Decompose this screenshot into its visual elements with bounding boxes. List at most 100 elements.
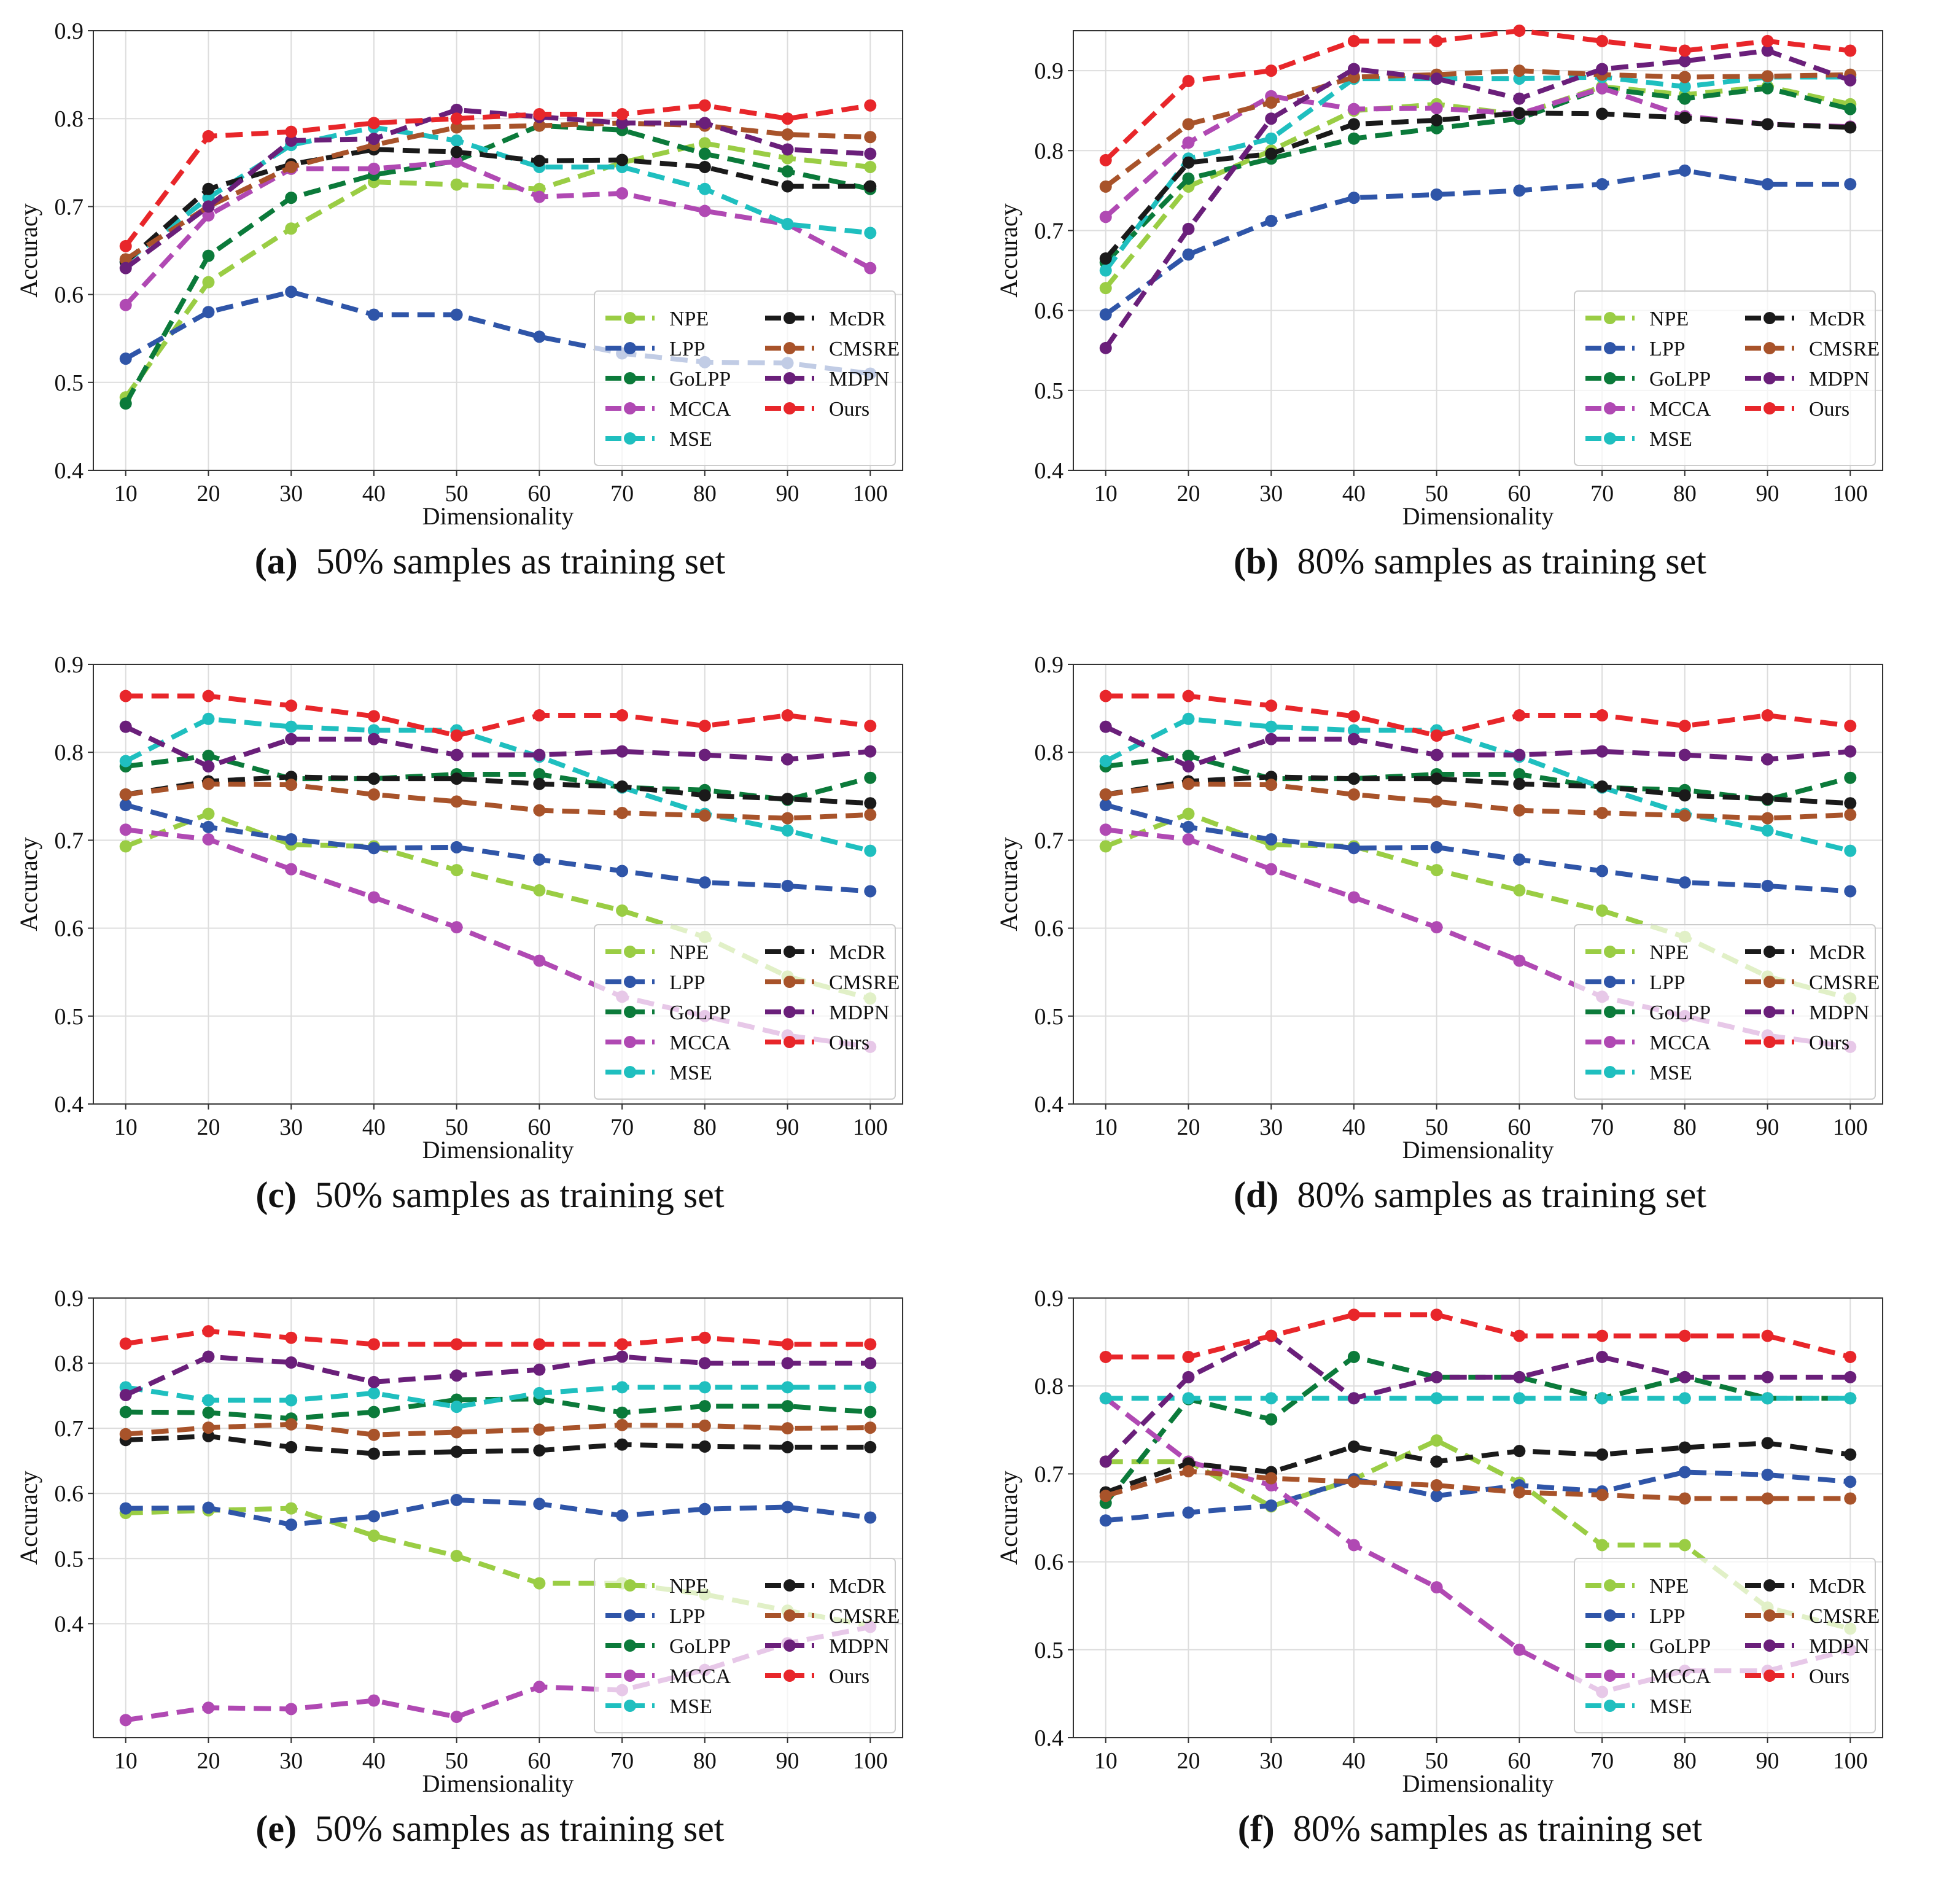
data-point <box>285 160 298 173</box>
x-tick-label: 50 <box>445 1114 469 1140</box>
legend-marker <box>1604 1639 1616 1652</box>
data-point <box>781 879 794 892</box>
data-point <box>367 1530 380 1542</box>
data-point <box>616 1406 629 1419</box>
data-point <box>1099 823 1112 836</box>
data-point <box>1099 252 1112 265</box>
legend-marker <box>1604 312 1616 324</box>
legend-label: MCCA <box>669 1665 731 1688</box>
data-point <box>616 745 629 758</box>
legend-label: Ours <box>1809 398 1849 421</box>
data-point <box>285 733 298 745</box>
chart-f: 10 20 30 40 50 60 70 80 90 100 0.4 0.5 0.6 0.7 0.8 0.9 D… <box>995 1286 1883 1797</box>
data-point <box>202 820 215 833</box>
data-point <box>285 286 298 298</box>
legend-label: CMSRE <box>829 1605 900 1628</box>
series-line <box>1103 48 1851 350</box>
panel-f: 10 20 30 40 50 60 70 80 90 100 0.4 0.5 0.6 0.7 0.8 0.9 D… <box>980 1267 1960 1901</box>
data-point <box>1265 733 1278 745</box>
data-point <box>1513 25 1526 37</box>
x-tick-label: 10 <box>1094 481 1118 507</box>
data-point <box>1844 44 1857 57</box>
series-line <box>1103 74 1851 272</box>
data-point <box>1678 1492 1691 1505</box>
x-tick-label: 40 <box>1342 1114 1366 1140</box>
data-point <box>1761 879 1774 892</box>
y-tick-label: 0.6 <box>1035 1550 1064 1576</box>
legend-label: MCCA <box>669 1032 731 1054</box>
legend-label: Ours <box>1809 1032 1849 1054</box>
data-point <box>533 1681 546 1693</box>
data-point <box>781 112 794 125</box>
data-point <box>864 745 877 758</box>
data-point <box>1761 177 1774 190</box>
series-ours <box>119 690 877 742</box>
data-point <box>367 1338 380 1351</box>
data-point <box>1430 772 1443 785</box>
legend-label: NPE <box>1649 941 1689 964</box>
data-point <box>450 121 463 134</box>
data-point <box>1678 80 1691 93</box>
data-point <box>202 1421 215 1434</box>
caption-letter: (e) <box>255 1808 297 1849</box>
data-point <box>1430 1434 1443 1447</box>
x-tick-label: 20 <box>196 1748 220 1774</box>
data-point <box>1761 812 1774 825</box>
data-point <box>119 397 132 410</box>
y-tick-label: 0.8 <box>1035 138 1064 164</box>
y-tick-label: 0.6 <box>55 282 84 308</box>
series-line <box>124 289 871 376</box>
data-point <box>698 1331 711 1344</box>
caption-e: (e) 50% samples as training set <box>0 1808 980 1850</box>
legend-label: McDR <box>829 1575 886 1598</box>
x-tick-label: 40 <box>362 1114 386 1140</box>
data-point <box>533 884 546 897</box>
plot-frame <box>1073 664 1883 1105</box>
data-point <box>119 253 132 266</box>
data-point <box>781 1400 794 1413</box>
legend-label: Ours <box>1809 1665 1849 1688</box>
series-line <box>125 1497 871 1528</box>
data-point <box>367 710 380 723</box>
data-point <box>781 128 794 141</box>
chart-b: 10 20 30 40 50 60 70 80 90 100 0.4 0.5 0.6 0.7 0.8 0.9 D… <box>995 25 1883 530</box>
legend-label: MDPN <box>829 368 889 391</box>
data-point <box>285 863 298 876</box>
legend-label: McDR <box>1809 941 1866 964</box>
x-tick-label: 80 <box>1673 1748 1697 1774</box>
y-tick-label: 0.4 <box>55 1092 84 1118</box>
data-point <box>1347 1392 1360 1405</box>
data-point <box>1513 777 1526 790</box>
y-tick-label: 0.9 <box>55 652 84 678</box>
data-point <box>1678 748 1691 761</box>
y-tick-label: 0.9 <box>1035 1286 1064 1312</box>
x-axis-label: Dimensionality <box>422 1770 574 1797</box>
data-point <box>1099 840 1112 853</box>
data-point <box>202 130 215 142</box>
data-point <box>285 222 298 235</box>
data-point <box>533 853 546 866</box>
series-line <box>1105 774 1851 806</box>
data-point <box>1761 34 1774 47</box>
data-point <box>367 133 380 146</box>
data-point <box>1265 1413 1278 1426</box>
series-cmsre <box>119 1418 877 1441</box>
data-point <box>1347 733 1360 745</box>
data-point <box>698 1357 711 1370</box>
data-point <box>698 1381 711 1394</box>
data-point <box>202 249 215 262</box>
legend-label: MDPN <box>829 1001 889 1024</box>
legend-label: MCCA <box>1649 1032 1711 1054</box>
data-point <box>1182 136 1195 149</box>
data-point <box>781 1357 794 1370</box>
series-line <box>125 1421 871 1437</box>
series-line <box>1105 781 1851 821</box>
data-point <box>1761 1492 1774 1505</box>
data-point <box>1678 1392 1691 1405</box>
series-line <box>125 1354 871 1398</box>
data-point <box>367 1447 380 1460</box>
data-point <box>698 137 711 150</box>
data-point <box>1430 729 1443 742</box>
legend-marker <box>1764 1639 1776 1652</box>
data-point <box>1844 771 1857 784</box>
